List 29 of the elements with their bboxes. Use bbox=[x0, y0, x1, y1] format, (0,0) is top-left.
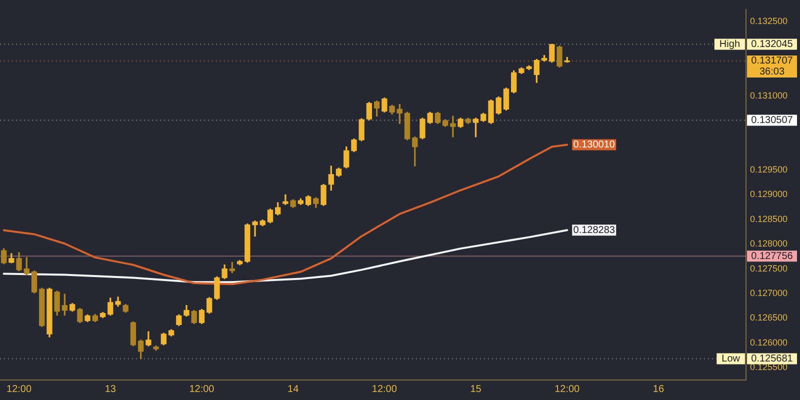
x-tick-label: 12:00 bbox=[189, 384, 215, 395]
ref-line-label: 0.132045 bbox=[751, 38, 794, 50]
data-label: 0.128283 bbox=[573, 224, 616, 236]
y-tick-label: 0.132500 bbox=[750, 16, 788, 26]
y-tick-label: 0.128500 bbox=[750, 214, 788, 224]
x-tick-label: 12:00 bbox=[6, 384, 32, 395]
y-tick-label: 0.129000 bbox=[750, 189, 788, 200]
x-tick-label: 13 bbox=[104, 384, 116, 395]
ref-line-label: 0.125681 bbox=[751, 353, 794, 364]
y-tick-label: 0.126500 bbox=[750, 312, 788, 323]
ref-line-label: 0.130507 bbox=[751, 114, 794, 126]
annotation: Low bbox=[722, 353, 741, 364]
y-tick-label: 0.127500 bbox=[750, 263, 788, 274]
data-label: 0.130010 bbox=[573, 140, 616, 151]
ref-line-label: 0.127756 bbox=[751, 250, 794, 262]
annotation: High bbox=[719, 38, 740, 50]
y-tick-label: 0.125500 bbox=[750, 362, 788, 372]
y-tick-label: 0.128000 bbox=[750, 238, 788, 249]
x-tick-label: 15 bbox=[470, 384, 482, 395]
x-tick-label: 14 bbox=[288, 384, 300, 395]
x-tick-label: 12:00 bbox=[554, 384, 580, 395]
y-tick-label: 0.129500 bbox=[750, 164, 788, 174]
text: 36:03 bbox=[759, 66, 785, 78]
y-tick-label: 0.131000 bbox=[750, 90, 788, 100]
text: 0.131707 bbox=[751, 56, 793, 67]
y-tick-label: 0.126000 bbox=[750, 337, 788, 348]
x-tick-label: 12:00 bbox=[372, 384, 398, 395]
x-tick-label: 16 bbox=[652, 384, 664, 395]
y-tick-label: 0.127000 bbox=[750, 288, 788, 298]
